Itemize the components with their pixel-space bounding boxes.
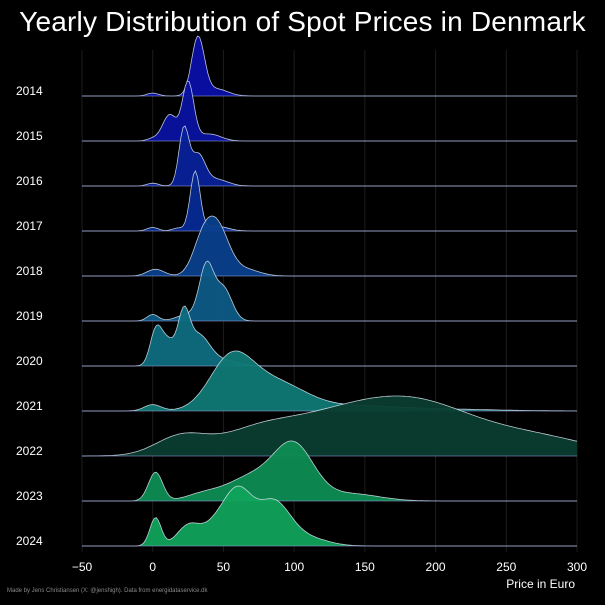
- x-tick-label: 300: [567, 560, 587, 574]
- ridge-area-2022: [82, 396, 577, 456]
- ridge-outline-2022: [82, 395, 578, 457]
- x-tick-label: 50: [217, 560, 231, 574]
- ridge-outline-2014: [82, 35, 577, 97]
- ridge-area-2024: [82, 486, 577, 546]
- year-label-2023: 2023: [16, 489, 43, 503]
- year-label-2016: 2016: [16, 174, 43, 188]
- ridge-area-2016: [82, 126, 577, 186]
- year-label-2017: 2017: [16, 219, 43, 233]
- credit-text: Made by Jens Christiansen (X: @jenshigh)…: [7, 588, 208, 594]
- x-tick-label: 0: [149, 560, 156, 574]
- ridge-outline-2015: [82, 80, 577, 142]
- ridge-area-2019: [82, 261, 577, 321]
- ridge-outline-2017: [82, 170, 577, 232]
- year-label-2015: 2015: [16, 129, 43, 143]
- ridge-area-2018: [82, 216, 577, 276]
- year-label-2018: 2018: [16, 264, 43, 278]
- ridge-outline-2021: [82, 350, 577, 412]
- x-tick-labels: −50 0 50 100 150 200 250 300: [72, 560, 588, 574]
- year-labels: 2014 2015 2016 2017 2018 2019 2020 2021 2022 2023…: [16, 84, 43, 548]
- x-tick-label: 200: [426, 560, 446, 574]
- year-label-2024: 2024: [16, 534, 43, 548]
- ridge-outline-2018: [82, 215, 577, 277]
- ridge-area-2015: [82, 81, 577, 141]
- year-label-2014: 2014: [16, 84, 43, 98]
- x-tick-label: −50: [72, 560, 93, 574]
- ridge-area-2021: [82, 351, 577, 411]
- x-tick-label: 150: [355, 560, 375, 574]
- chart-title: Yearly Distribution of Spot Prices in De…: [19, 6, 586, 37]
- year-label-2021: 2021: [16, 399, 43, 413]
- ridge-layers: [82, 35, 578, 547]
- x-tick-label: 100: [284, 560, 304, 574]
- x-tick-label: 250: [496, 560, 516, 574]
- year-label-2019: 2019: [16, 309, 43, 323]
- ridge-area-2017: [82, 171, 577, 231]
- year-label-2020: 2020: [16, 354, 43, 368]
- ridge-area-2023: [82, 441, 577, 501]
- year-label-2022: 2022: [16, 444, 43, 458]
- ridge-area-2020: [82, 306, 577, 366]
- x-axis-label: Price in Euro: [506, 577, 575, 591]
- ridge-area-2014: [82, 36, 577, 96]
